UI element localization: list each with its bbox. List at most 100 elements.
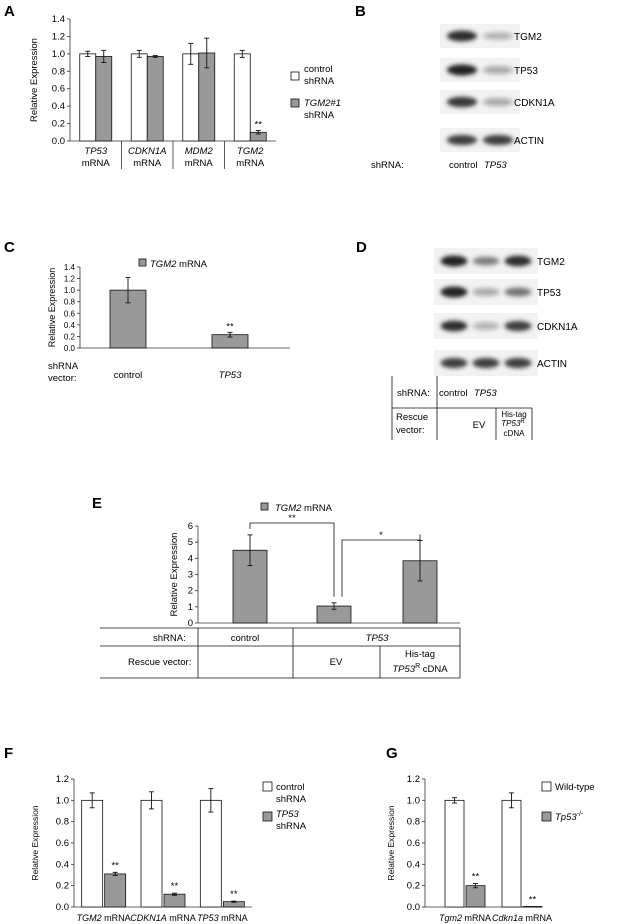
chart-e-row1-label: shRNA: — [153, 633, 186, 644]
chart-f: 0.0 0.2 0.4 0.6 0.8 1.0 1.2 Relative Expression… — [30, 774, 307, 923]
legend-treated-l1: TGM2#1 — [304, 98, 341, 109]
chart-f-significance: ** — [230, 889, 238, 900]
chart-a-ytick-label: 0.4 — [52, 101, 65, 112]
chart-a-control-bar — [182, 53, 200, 142]
legend-f-treated-l1: TP53 — [276, 809, 299, 820]
chart-f-y-axis-label: Relative Expression — [30, 805, 40, 880]
blot-b-lane-header: shRNA: — [371, 160, 404, 171]
blot-b-band — [482, 32, 514, 40]
chart-g-significance: ** — [529, 894, 537, 905]
chart-a-legend: control shRNA TGM2#1 shRNA — [290, 64, 341, 121]
chart-f-ytick-label: 1.0 — [56, 795, 69, 806]
blot-d-band — [504, 255, 532, 267]
western-blot-b: TGM2 TP53 CDKN1A ACTIN shRNA: control TP53 — [371, 24, 555, 171]
blot-d-band — [440, 286, 468, 298]
chart-g-ko-bar — [522, 906, 543, 908]
chart-a-xtick-gene: MDM2 — [185, 146, 214, 157]
chart-a-xtick-unit: mRNA — [82, 158, 111, 169]
chart-c-ytick-label: 0.6 — [64, 309, 76, 318]
panel-label-g: G — [386, 745, 398, 762]
chart-g-wt-bar — [501, 799, 522, 908]
blot-d-row2-l1: Rescue — [396, 412, 428, 423]
legend-g-wt: Wild-type — [555, 782, 595, 793]
chart-c-row-label-l1: shRNA — [48, 361, 79, 372]
blot-d-ev: EV — [473, 420, 486, 431]
chart-e-ytick-label: 2 — [188, 586, 193, 597]
chart-e-ytick-label: 1 — [188, 602, 193, 613]
legend-swatch-g-wt — [541, 781, 552, 792]
chart-g-y-axis-label: Relative Expression — [386, 805, 396, 880]
chart-a-treated-bar — [146, 56, 164, 142]
chart-c-ytick-label: 1.2 — [64, 275, 76, 284]
chart-g-significance: ** — [472, 872, 480, 883]
panel-label-e: E — [92, 495, 102, 512]
chart-f-significance: ** — [111, 860, 119, 871]
chart-f-treated-bar — [104, 873, 127, 908]
chart-e-row2-label: Rescue vector: — [128, 657, 191, 668]
chart-e-control: control — [231, 633, 260, 644]
legend-g-ko: Tp53-/- — [555, 811, 584, 823]
chart-e-ytick-label: 5 — [188, 537, 193, 548]
chart-a-xtick-gene: CDKN1A — [128, 146, 167, 157]
chart-f-xtick-label: TGM2 mRNA — [77, 913, 131, 923]
chart-f-ytick-label: 0.6 — [56, 838, 69, 849]
chart-g-ytick-label: 0.6 — [407, 838, 420, 849]
chart-g-ytick-label: 1.0 — [407, 795, 420, 806]
blot-d-band — [472, 256, 500, 266]
legend-swatch-treated — [290, 98, 300, 108]
blot-d-protein-label: TGM2 — [537, 257, 565, 268]
chart-e-legend: TGM2 mRNA — [275, 503, 333, 514]
chart-a-ytick-label: 0.6 — [52, 84, 65, 95]
chart-f-xtick-label: CDKN1A mRNA — [130, 913, 196, 923]
blot-d-his-cdna: cDNA — [504, 429, 526, 438]
chart-f-ytick-label: 0.4 — [56, 859, 69, 870]
chart-a-control-bar — [79, 53, 97, 142]
blot-d-tp53: TP53 — [474, 388, 497, 399]
chart-e-ytick-label: 0 — [188, 618, 193, 629]
legend-swatch-f-control — [262, 781, 273, 792]
chart-f-control-bar — [140, 799, 163, 908]
legend-swatch-f-treated — [262, 811, 273, 822]
chart-e-ytick-label: 6 — [188, 521, 193, 532]
blot-d-band — [472, 288, 500, 296]
blot-b-protein-label: TGM2 — [514, 32, 542, 43]
chart-a-y-axis-label: Relative Expression — [29, 38, 40, 122]
chart-g-ytick-label: 0.2 — [407, 881, 420, 892]
blot-d-band — [504, 320, 532, 332]
chart-a-ytick-label: 1.0 — [52, 49, 65, 60]
blot-d-row1-label: shRNA: — [397, 388, 430, 399]
chart-a-xtick-unit: mRNA — [185, 158, 214, 169]
chart-f-control-bar — [81, 799, 104, 908]
chart-c-xtick-label: control — [114, 370, 143, 381]
chart-g-ytick-label: 0.8 — [407, 817, 420, 828]
blot-d-protein-label: TP53 — [537, 288, 561, 299]
chart-e-his-l1: His-tag — [405, 649, 435, 660]
chart-e-ev: EV — [330, 657, 343, 668]
panel-label-a: A — [4, 3, 15, 20]
chart-f-ytick-label: 0.0 — [56, 902, 69, 913]
chart-g-ytick-label: 1.2 — [407, 774, 420, 785]
chart-f-xtick-label: TP53 mRNA — [197, 913, 248, 923]
panel-label-d: D — [356, 239, 367, 256]
chart-f-ytick-label: 0.8 — [56, 817, 69, 828]
blot-d-band — [472, 357, 500, 369]
chart-c: 0.0 0.2 0.4 0.6 0.8 1.0 1.2 1.4 Relative Express… — [47, 258, 290, 384]
chart-a-ytick-label: 1.4 — [52, 14, 65, 25]
blot-d-protein-label: ACTIN — [537, 359, 567, 370]
blot-d-band — [440, 357, 468, 369]
chart-e-table — [100, 627, 461, 679]
blot-b-protein-label: ACTIN — [514, 136, 544, 147]
chart-c-y-axis-label: Relative Expression — [47, 268, 57, 348]
legend-control-l1: control — [304, 64, 333, 75]
chart-c-row-label-l2: vector: — [48, 373, 77, 384]
chart-g-xtick-label: Tgm2 mRNA — [439, 913, 491, 923]
chart-c-xtick-label: TP53 — [219, 370, 242, 381]
chart-g-ko-bar — [465, 885, 486, 908]
panel-label-c: C — [4, 239, 15, 256]
chart-a-control-bar — [130, 53, 148, 142]
chart-c-ytick-label: 0.0 — [64, 344, 76, 353]
blot-b-band — [482, 98, 514, 106]
